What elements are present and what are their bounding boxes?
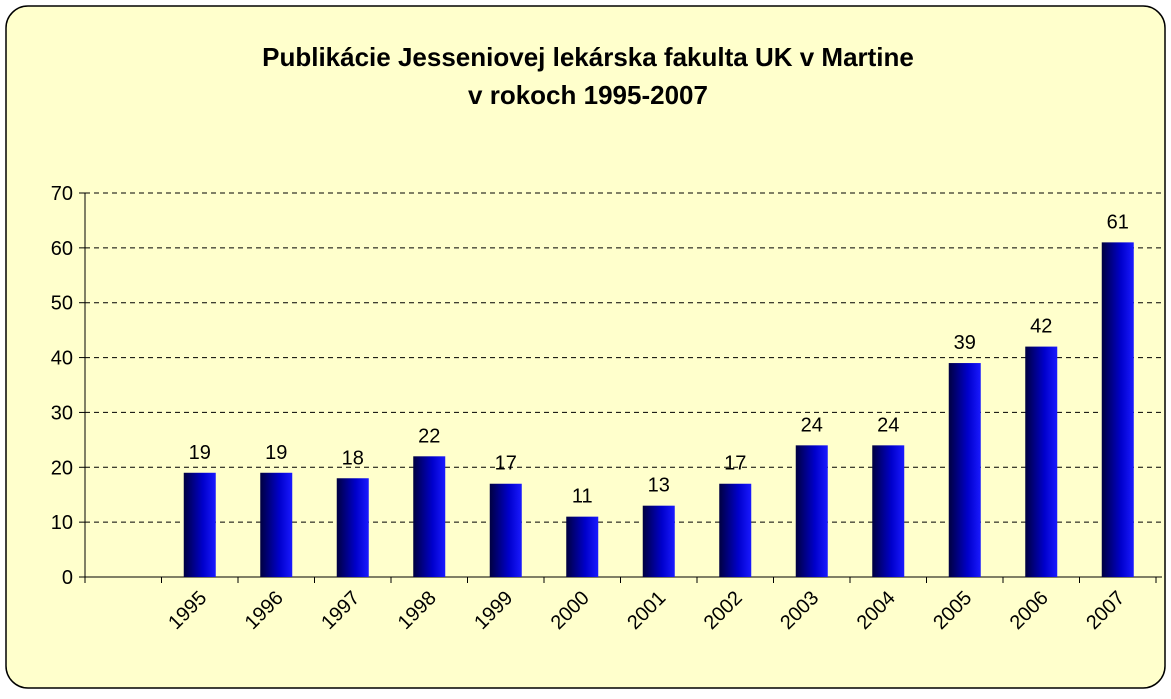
bar: [642, 505, 675, 577]
chart-subtitle: v rokoch 1995-2007: [468, 80, 708, 110]
y-tick-label: 60: [51, 238, 73, 260]
data-label: 18: [342, 447, 364, 469]
bar: [948, 363, 981, 577]
bar: [566, 516, 599, 577]
chart-title: Publikácie Jesseniovej lekárska fakulta …: [262, 42, 914, 72]
data-label: 61: [1107, 211, 1129, 233]
data-label: 42: [1030, 316, 1052, 338]
data-label: 17: [495, 453, 517, 475]
y-tick-label: 40: [51, 348, 73, 370]
y-tick-label: 70: [51, 183, 73, 205]
bar: [1101, 242, 1134, 577]
data-label: 22: [418, 425, 440, 447]
bar: [489, 483, 522, 577]
bar: [336, 478, 369, 577]
bar: [413, 456, 446, 577]
y-tick-label: 30: [51, 402, 73, 424]
y-tick-label: 20: [51, 457, 73, 479]
data-label: 19: [265, 442, 287, 464]
bar: [719, 483, 752, 577]
data-label: 17: [724, 453, 746, 475]
data-label: 24: [801, 414, 823, 436]
y-tick-label: 0: [62, 567, 73, 589]
bar: [260, 472, 293, 577]
data-label: 13: [648, 475, 670, 497]
y-tick-label: 50: [51, 293, 73, 315]
y-tick-label: 10: [51, 512, 73, 534]
bar: [183, 472, 216, 577]
data-label: 11: [572, 486, 593, 508]
data-label: 39: [954, 332, 976, 354]
data-label: 24: [877, 414, 899, 436]
bar: [1025, 346, 1058, 577]
bar: [795, 445, 828, 577]
data-label: 19: [189, 442, 211, 464]
bar: [872, 445, 905, 577]
